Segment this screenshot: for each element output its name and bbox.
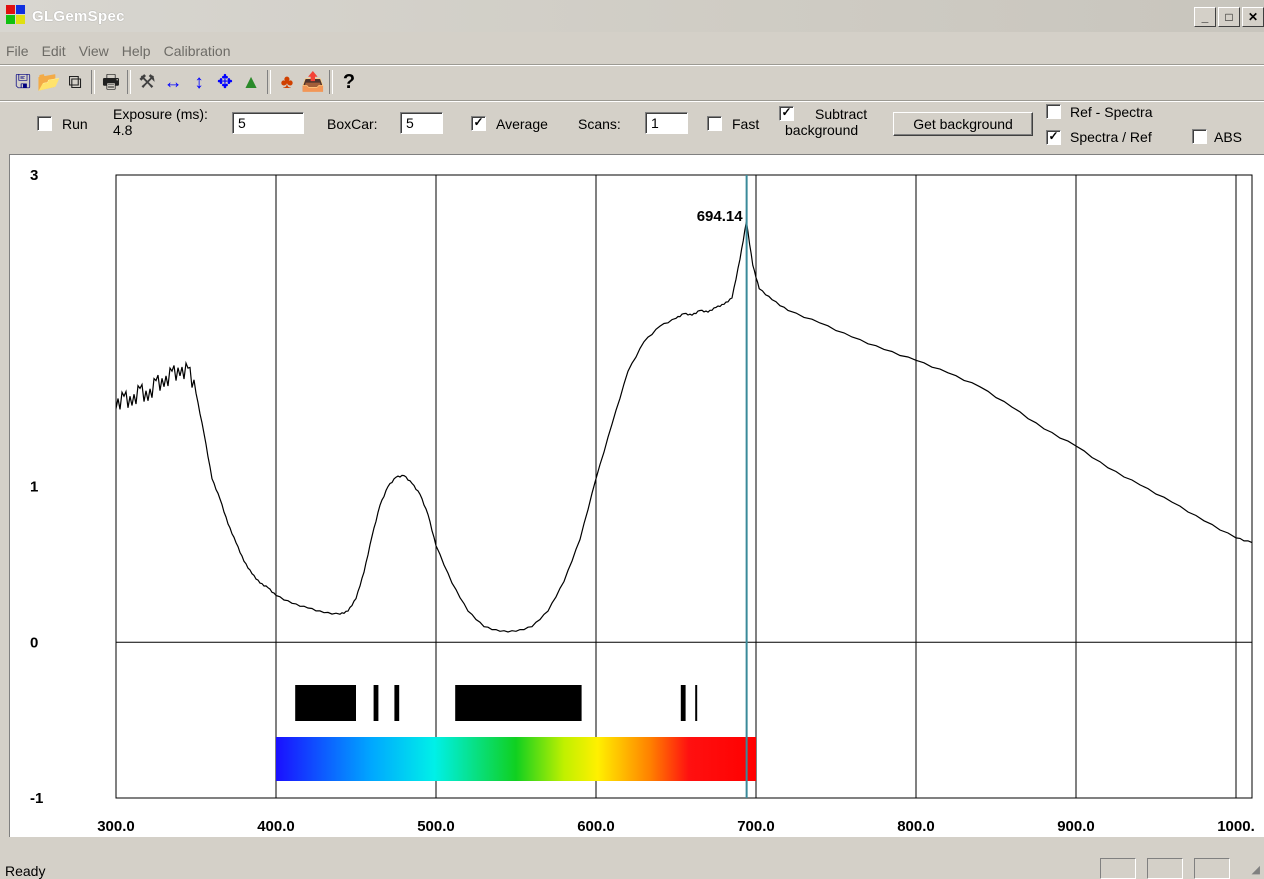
x-tick-label: 800.0 xyxy=(897,818,935,835)
get-background-button[interactable]: Get background xyxy=(893,112,1033,136)
menu-file[interactable]: File xyxy=(6,43,29,59)
subtract-background-checkbox[interactable]: ✓ xyxy=(779,106,794,121)
exposure-label: Exposure (ms): xyxy=(113,106,208,122)
y-tick-label: 3 xyxy=(30,167,38,184)
ref-spectra-checkbox[interactable] xyxy=(1046,104,1061,119)
toolbar: 🖫 📂 ⧉ 🖶 ⚒ ↔ ↕ ✥ ▲ ♣ 📤? xyxy=(10,67,530,97)
abs-checkbox[interactable] xyxy=(1192,129,1207,144)
scans-input[interactable] xyxy=(645,112,688,134)
calibrate-tool-icon[interactable]: ⚒ xyxy=(138,71,156,93)
x-tick-label: 900.0 xyxy=(1057,818,1095,835)
status-pane xyxy=(1100,858,1136,879)
print-icon[interactable]: 🖶 xyxy=(102,71,120,93)
average-label: Average xyxy=(496,116,548,132)
menu-edit[interactable]: Edit xyxy=(41,43,66,59)
average-checkbox[interactable]: ✓ xyxy=(471,116,486,131)
absorption-band xyxy=(680,685,686,721)
exposure-input[interactable] xyxy=(232,112,304,134)
fast-label: Fast xyxy=(732,116,760,132)
title-bar: GLGemSpec _ □ ✕ xyxy=(0,0,1264,32)
export-folder-icon[interactable]: 📤 xyxy=(301,71,325,93)
x-tick-label: 500.0 xyxy=(417,818,455,835)
window-title: GLGemSpec xyxy=(32,7,125,25)
status-text: Ready xyxy=(5,862,46,879)
ref-spectra-label: Ref - Spectra xyxy=(1070,104,1153,120)
toolbar-separator xyxy=(127,70,131,94)
x-tick-label: 700.0 xyxy=(737,818,775,835)
exposure-actual-value: 4.8 xyxy=(113,122,133,138)
status-pane xyxy=(1194,858,1230,879)
run-checkbox[interactable] xyxy=(37,116,52,131)
maximize-button[interactable]: □ xyxy=(1218,7,1240,27)
spectra-ref-label: Spectra / Ref xyxy=(1070,129,1152,145)
absorption-band xyxy=(394,685,400,721)
background-label: background xyxy=(785,122,859,138)
boxcar-label: BoxCar: xyxy=(327,116,378,132)
spectrum-plot-area[interactable]: 300.0 400.0 500.0 600.0 700.0 800.0 900.0 1000.… xyxy=(9,154,1264,837)
run-label: Run xyxy=(62,116,88,132)
spectrum-line xyxy=(115,221,1253,633)
close-button[interactable]: ✕ xyxy=(1242,7,1264,27)
spectrum-peaks-icon[interactable]: ▲ xyxy=(241,71,261,93)
checkmark-icon: ✓ xyxy=(473,115,484,129)
absorption-band xyxy=(373,685,379,721)
x-tick-label: 600.0 xyxy=(577,818,615,835)
vertical-zoom-icon[interactable]: ↕ xyxy=(194,71,204,93)
spectrum-chart: 300.0 400.0 500.0 600.0 700.0 800.0 900.0 1000.… xyxy=(30,167,1255,835)
scans-label: Scans: xyxy=(578,116,621,132)
help-icon[interactable]: ? xyxy=(342,71,356,93)
x-tick-label: 300.0 xyxy=(97,818,135,835)
checkmark-icon: ✓ xyxy=(781,105,792,119)
toolbar-separator xyxy=(329,70,333,94)
x-tick-label: 1000. xyxy=(1217,818,1255,835)
plot-frame xyxy=(115,174,1253,799)
absorption-band xyxy=(695,685,698,721)
y-tick-label: -1 xyxy=(30,790,43,807)
open-folder-icon[interactable]: 📂 xyxy=(37,71,61,93)
fast-checkbox[interactable] xyxy=(707,116,722,131)
spectra-ref-checkbox[interactable]: ✓ xyxy=(1046,130,1061,145)
acquisition-controls: Run Exposure (ms): 4.8 BoxCar: ✓ Average… xyxy=(0,104,1264,150)
y-tick-label: 1 xyxy=(30,479,38,496)
y-tick-label: 0 xyxy=(30,634,38,651)
absorption-band xyxy=(295,685,356,721)
status-pane xyxy=(1147,858,1183,879)
subtract-label: Subtract xyxy=(815,106,868,122)
app-icon xyxy=(6,5,28,27)
toolbar-separator xyxy=(91,70,95,94)
abs-label: ABS xyxy=(1214,129,1243,145)
color-wheel-icon[interactable]: ♣ xyxy=(280,71,294,93)
status-bar: Ready ◢ xyxy=(0,852,1264,879)
toolbar-separator xyxy=(267,70,271,94)
visible-spectrum-bar xyxy=(276,737,756,781)
copy-icon[interactable]: ⧉ xyxy=(68,71,82,93)
menu-bar: File Edit View Help Calibration xyxy=(0,40,238,62)
x-tick-label: 400.0 xyxy=(257,818,295,835)
move-icon[interactable]: ✥ xyxy=(217,71,233,93)
checkmark-icon: ✓ xyxy=(1048,129,1059,143)
minimize-button[interactable]: _ xyxy=(1194,7,1216,27)
resize-grip-icon[interactable]: ◢ xyxy=(1251,864,1260,876)
boxcar-input[interactable] xyxy=(400,112,443,134)
menu-view[interactable]: View xyxy=(78,43,109,59)
absorption-band xyxy=(455,685,582,721)
save-icon[interactable]: 🖫 xyxy=(14,71,32,93)
menu-help[interactable]: Help xyxy=(121,43,151,59)
horizontal-zoom-icon[interactable]: ↔ xyxy=(163,71,183,93)
wavelength-cursor-label: 694.14 xyxy=(697,208,744,225)
menu-calibration[interactable]: Calibration xyxy=(163,43,231,59)
